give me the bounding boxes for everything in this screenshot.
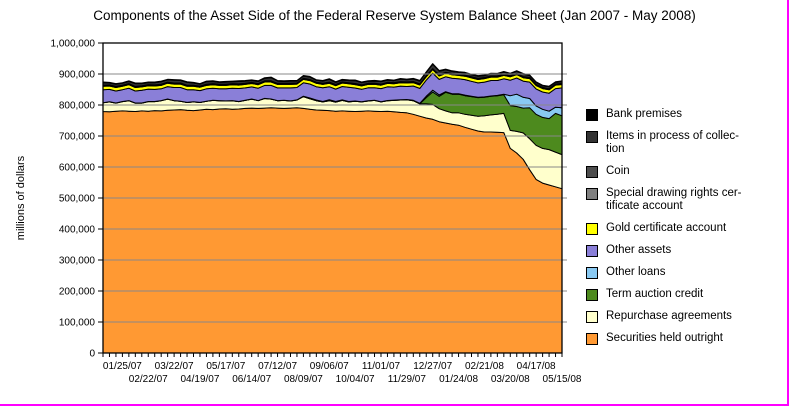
legend-swatch-coin xyxy=(586,166,598,178)
y-tick-label: 0 xyxy=(89,349,95,360)
legend-item-other_loans: Other loans xyxy=(586,266,782,279)
legend-label-securities_held_outright: Securities held outright xyxy=(606,332,723,344)
legend-swatch-other_loans xyxy=(586,267,598,279)
legend-item-term_auction_credit: Term auction credit xyxy=(586,288,782,301)
x-tick-label: 04/19/07 xyxy=(181,374,220,385)
y-axis-title: millions of dollars xyxy=(15,155,27,240)
legend-swatch-other_assets xyxy=(586,245,598,257)
legend-label-other_assets: Other assets xyxy=(606,244,672,256)
y-tick-label: 300,000 xyxy=(59,256,96,267)
legend-item-gold_certificate_account: Gold certificate account xyxy=(586,222,782,235)
y-tick-label: 400,000 xyxy=(59,225,96,236)
legend-item-items_in_process_of_collection: Items in process of collec- tion xyxy=(586,130,782,156)
x-tick-label: 12/27/07 xyxy=(413,361,452,372)
y-tick-label: 500,000 xyxy=(59,194,96,205)
legend-item-other_assets: Other assets xyxy=(586,244,782,257)
legend-item-coin: Coin xyxy=(586,165,782,178)
legend-label-coin: Coin xyxy=(606,165,630,177)
x-tick-label: 07/12/07 xyxy=(258,361,297,372)
legend-swatch-gold_certificate_account xyxy=(586,223,598,235)
x-tick-label: 03/20/08 xyxy=(491,374,530,385)
legend-swatch-repurchase_agreements xyxy=(586,311,598,323)
x-tick-label: 10/04/07 xyxy=(336,374,375,385)
y-tick-label: 700,000 xyxy=(59,132,96,143)
y-tick-label: 1,000,000 xyxy=(51,39,96,50)
x-tick-label: 04/17/08 xyxy=(517,361,556,372)
x-tick-label: 01/24/08 xyxy=(439,374,478,385)
x-tick-label: 02/22/07 xyxy=(129,374,168,385)
y-tick-label: 200,000 xyxy=(59,287,96,298)
x-tick-label: 02/21/08 xyxy=(465,361,504,372)
x-tick-label: 05/17/07 xyxy=(206,361,245,372)
legend-item-securities_held_outright: Securities held outright xyxy=(586,332,782,345)
x-tick-label: 03/22/07 xyxy=(155,361,194,372)
legend-item-bank_premises: Bank premises xyxy=(586,108,782,121)
y-tick-label: 100,000 xyxy=(59,318,96,329)
y-tick-label: 600,000 xyxy=(59,163,96,174)
x-tick-label: 01/25/07 xyxy=(103,361,142,372)
x-tick-label: 06/14/07 xyxy=(232,374,271,385)
legend-label-repurchase_agreements: Repurchase agreements xyxy=(606,310,732,322)
legend-swatch-securities_held_outright xyxy=(586,333,598,345)
legend-label-items_in_process_of_collection: Items in process of collec- tion xyxy=(606,130,739,155)
x-tick-label: 08/09/07 xyxy=(284,374,323,385)
legend-item-repurchase_agreements: Repurchase agreements xyxy=(586,310,782,323)
legend-label-term_auction_credit: Term auction credit xyxy=(606,288,704,300)
x-tick-label: 09/06/07 xyxy=(310,361,349,372)
legend-swatch-items_in_process_of_collection xyxy=(586,131,598,143)
x-tick-label: 05/15/08 xyxy=(543,374,582,385)
legend-swatch-term_auction_credit xyxy=(586,289,598,301)
x-tick-label: 11/01/07 xyxy=(362,361,401,372)
x-tick-label: 11/29/07 xyxy=(388,374,427,385)
y-tick-label: 800,000 xyxy=(59,101,96,112)
legend-item-special_drawing_rights: Special drawing rights cer- tificate acc… xyxy=(586,187,782,213)
legend-swatch-special_drawing_rights xyxy=(586,188,598,200)
legend-swatch-bank_premises xyxy=(586,109,598,121)
legend-label-gold_certificate_account: Gold certificate account xyxy=(606,222,727,234)
chart-legend: Bank premises Items in process of collec-… xyxy=(586,108,782,354)
y-tick-label: 900,000 xyxy=(59,70,96,81)
legend-label-other_loans: Other loans xyxy=(606,266,666,278)
chart-title: Components of the Asset Side of the Fede… xyxy=(93,8,696,23)
area-securities_held_outright xyxy=(102,107,563,354)
legend-label-special_drawing_rights: Special drawing rights cer- tificate acc… xyxy=(606,187,742,212)
legend-label-bank_premises: Bank premises xyxy=(606,108,683,120)
